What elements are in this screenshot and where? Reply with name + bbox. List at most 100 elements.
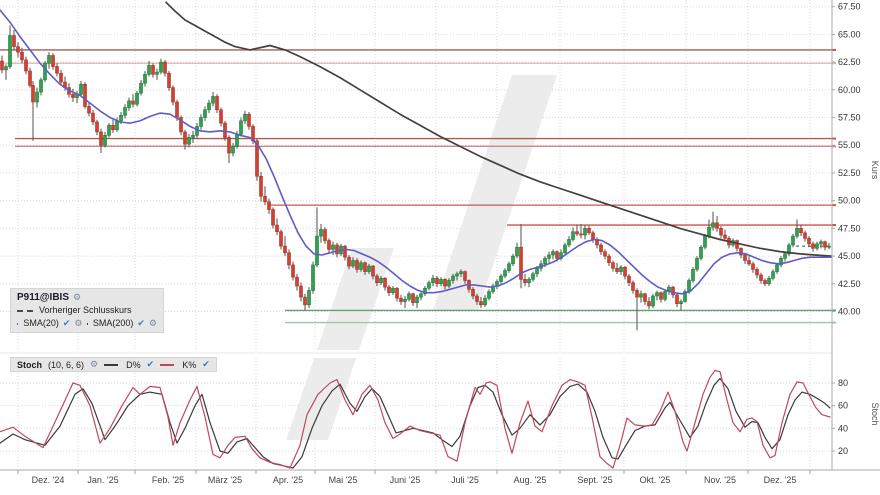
candle-body <box>415 296 419 303</box>
candle-body <box>243 113 247 122</box>
price-tick-label: 42.50 <box>838 279 861 289</box>
candle-body <box>703 235 707 248</box>
candle-body <box>807 238 811 245</box>
candle-body <box>499 275 503 282</box>
candle-body <box>631 282 635 291</box>
sma200-checkbox[interactable]: ✔ <box>137 318 145 328</box>
candle-body <box>443 279 447 287</box>
candle-body <box>47 55 51 64</box>
candle-body <box>771 271 775 279</box>
month-label: Juni '25 <box>390 475 421 485</box>
sma20-checkbox[interactable]: ✔ <box>62 318 71 328</box>
candle-body <box>535 267 539 275</box>
candle-body <box>587 228 591 234</box>
candle-body <box>823 241 827 248</box>
candle-body <box>315 235 319 266</box>
stoch-params: (10, 6, 6) <box>48 359 85 370</box>
candle-body <box>327 240 331 250</box>
candle-body <box>583 228 587 236</box>
candle-body <box>743 254 747 261</box>
stoch-k-line <box>0 369 831 469</box>
candle-body <box>223 122 227 138</box>
stoch-k-checkbox[interactable]: ✔ <box>202 359 210 369</box>
candle-body <box>203 109 207 118</box>
candle-body <box>355 260 359 270</box>
candle-body <box>767 277 771 285</box>
candle-body <box>151 65 155 75</box>
candle-body <box>239 120 243 135</box>
price-tick-label: 60.00 <box>838 85 861 95</box>
month-label: Juli '25 <box>451 475 479 485</box>
prev-close-label: Vorheriger Schlusskurs <box>39 305 132 315</box>
candle-body <box>379 277 383 283</box>
candle-body <box>783 253 787 259</box>
candle-body <box>699 246 703 259</box>
candle-body <box>643 293 647 302</box>
candle-body <box>159 61 163 73</box>
candle-body <box>615 267 619 272</box>
stoch-legend: Stoch (10, 6, 6) ⚙ D% ✔ K% ✔ <box>10 357 217 372</box>
candle-body <box>291 264 295 278</box>
sma20-settings-icon[interactable]: ⚙ <box>74 318 83 328</box>
candle-body <box>799 228 803 234</box>
price-tick-label: 40.00 <box>838 307 861 317</box>
candle-body <box>591 232 595 240</box>
price-tick-label: 47.50 <box>838 223 861 233</box>
instrument-settings-icon[interactable]: ⚙ <box>73 292 82 302</box>
candle-body <box>115 120 119 131</box>
candle-body <box>247 113 251 127</box>
candle-body <box>347 256 351 267</box>
candle-body <box>295 276 299 287</box>
candle-body <box>43 62 47 81</box>
candle-body <box>439 279 443 285</box>
candle-body <box>135 92 139 105</box>
candle-body <box>399 297 403 302</box>
stoch-k-label: K% <box>182 359 197 370</box>
candle-body <box>79 83 83 95</box>
candle-body <box>91 112 95 123</box>
candle-body <box>127 100 131 108</box>
candle-body <box>107 124 111 136</box>
candle-body <box>707 226 711 237</box>
candle-body <box>207 102 211 111</box>
candle-body <box>131 100 135 105</box>
candle-body <box>175 101 179 118</box>
candle-body <box>755 269 759 276</box>
candle-body <box>555 251 559 259</box>
candle-body <box>471 289 475 297</box>
candle-body <box>271 209 275 226</box>
candle-body <box>423 287 427 295</box>
candle-body <box>303 296 307 306</box>
candle-body <box>311 264 315 291</box>
month-label: Aug. '25 <box>514 475 547 485</box>
candle-body <box>83 83 87 107</box>
candle-body <box>507 263 511 271</box>
candle-body <box>451 275 455 281</box>
candle-body <box>523 279 527 283</box>
candle-body <box>543 257 547 265</box>
candle-body <box>775 264 779 272</box>
month-label: Okt. '25 <box>640 475 671 485</box>
stoch-axis-title: Stoch <box>870 402 880 425</box>
candle-body <box>407 293 411 300</box>
candle-body <box>763 280 767 285</box>
sma200-settings-icon[interactable]: ⚙ <box>148 318 157 328</box>
candle-body <box>387 286 391 293</box>
price-tick-label: 62.50 <box>838 57 861 67</box>
candle-body <box>551 251 555 256</box>
candle-body <box>419 293 423 298</box>
candle-body <box>235 133 239 147</box>
candle-body <box>187 137 191 145</box>
price-axis-title: Kurs <box>870 161 880 180</box>
candle-body <box>819 241 823 245</box>
stoch-d-checkbox[interactable]: ✔ <box>146 359 155 369</box>
candle-body <box>279 231 283 247</box>
candle-body <box>147 65 151 75</box>
candle-body <box>527 279 531 283</box>
candle-body <box>431 277 435 283</box>
stoch-settings-icon[interactable]: ⚙ <box>90 359 99 369</box>
candle-body <box>603 251 607 257</box>
candle-body <box>383 277 387 288</box>
